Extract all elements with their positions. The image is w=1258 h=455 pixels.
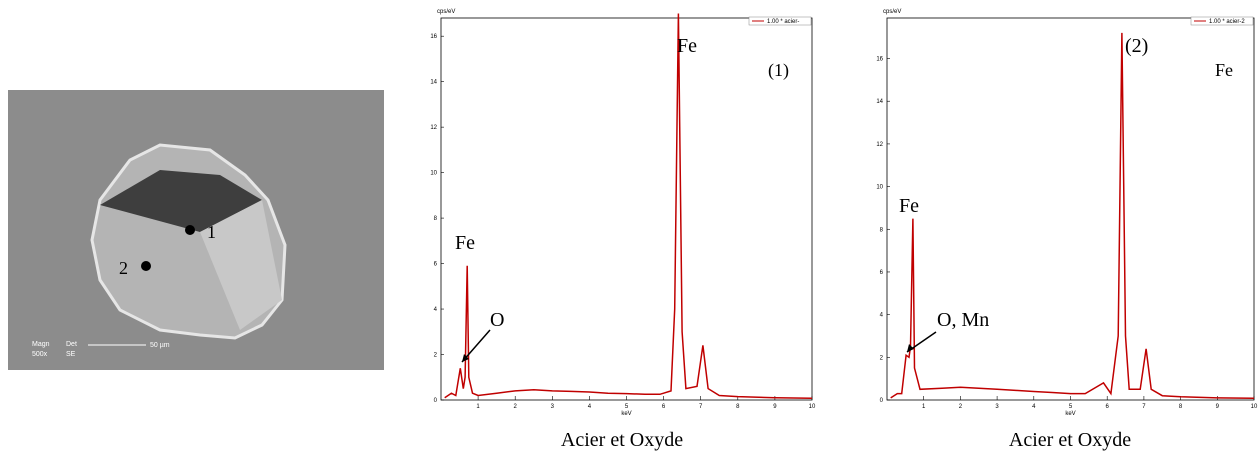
plot-frame [440,17,813,401]
y-tick-label: 14 [876,99,883,105]
x-tick-label: 6 [662,404,666,410]
y-tick-label: 16 [876,57,883,63]
sem-info-text: 500x [32,351,48,358]
annotation: Fe [455,232,475,254]
micrograph: 1 2 Magn 500x Det SE 50 µm [8,90,384,370]
annotation: (2) [1125,35,1148,57]
y-tick-label: 4 [434,307,438,313]
y-tick-label: 10 [876,185,883,191]
annotation: O, Mn [937,309,989,331]
sem-facet [100,170,262,232]
y-tick-label: 8 [880,227,884,233]
annotation: Fe [677,35,697,57]
legend-box [748,16,812,26]
x-tick-label: 3 [551,404,555,410]
y-tick-label: 6 [880,270,884,276]
sem-info: Magn 500x Det SE 50 µm [32,341,170,358]
sem-info-text: Det [66,341,77,348]
arrow-head [907,344,914,352]
x-tick-label: 4 [1032,404,1036,410]
annotation: O [490,309,504,331]
y-tick-label: 12 [430,125,437,131]
x-tick-label: 5 [1069,404,1073,410]
y-tick-label: 2 [880,355,884,361]
y-tick-label: 12 [876,142,883,148]
y-tick-label: 10 [430,171,437,177]
point-label: 2 [119,258,128,278]
x-tick-label: 6 [1106,404,1110,410]
x-tick-label: 7 [699,404,703,410]
arrow-head [462,354,469,362]
sem-info-text: 50 µm [150,342,170,349]
y-tick-label: 4 [880,313,884,319]
y-tick-label: 8 [434,216,438,222]
y-tick-label: 0 [434,398,438,404]
y-tick-label: 2 [434,353,438,359]
y-axis-label: cps/eV [437,9,455,15]
x-axis-label: keV [621,411,631,417]
x-tick-label: 5 [625,404,629,410]
x-tick-label: 9 [773,404,777,410]
y-axis-label: cps/eV [883,9,901,15]
x-tick-label: 7 [1142,404,1146,410]
plot-frame [886,17,1255,401]
sem-info-text: Magn [32,341,50,348]
y-tick-label: 6 [434,262,438,268]
annotation: (1) [768,60,789,81]
x-tick-label: 2 [514,404,518,410]
x-tick-label: 1 [476,404,480,410]
sem-info-text: SE [66,351,76,358]
x-tick-label: 2 [959,404,963,410]
y-tick-label: 16 [430,34,437,40]
spectrum-line [444,13,813,399]
legend-box [1190,16,1254,26]
y-tick-label: 14 [430,80,437,86]
x-tick-label: 1 [922,404,926,410]
x-tick-label: 8 [736,404,740,410]
legend-label: 1.00 * acier- [767,19,799,25]
x-tick-label: 10 [1251,404,1258,410]
point-label: 1 [207,222,216,242]
x-tick-label: 8 [1179,404,1183,410]
x-tick-label: 10 [809,404,816,410]
spectrum-line [890,32,1255,400]
x-tick-label: 9 [1216,404,1220,410]
sem-facet [200,200,282,330]
annotation: Fe [899,195,919,217]
x-tick-label: 4 [588,404,592,410]
y-tick-label: 0 [880,398,884,404]
legend-label: 1.00 * acier-2 [1209,19,1245,25]
caption: Acier et Oxyde [1009,429,1131,451]
point-marker [185,225,195,235]
point-marker [141,261,151,271]
caption: Acier et Oxyde [561,429,683,451]
x-tick-label: 3 [995,404,999,410]
x-axis-label: keV [1065,411,1075,417]
annotation: Fe [1215,60,1233,80]
